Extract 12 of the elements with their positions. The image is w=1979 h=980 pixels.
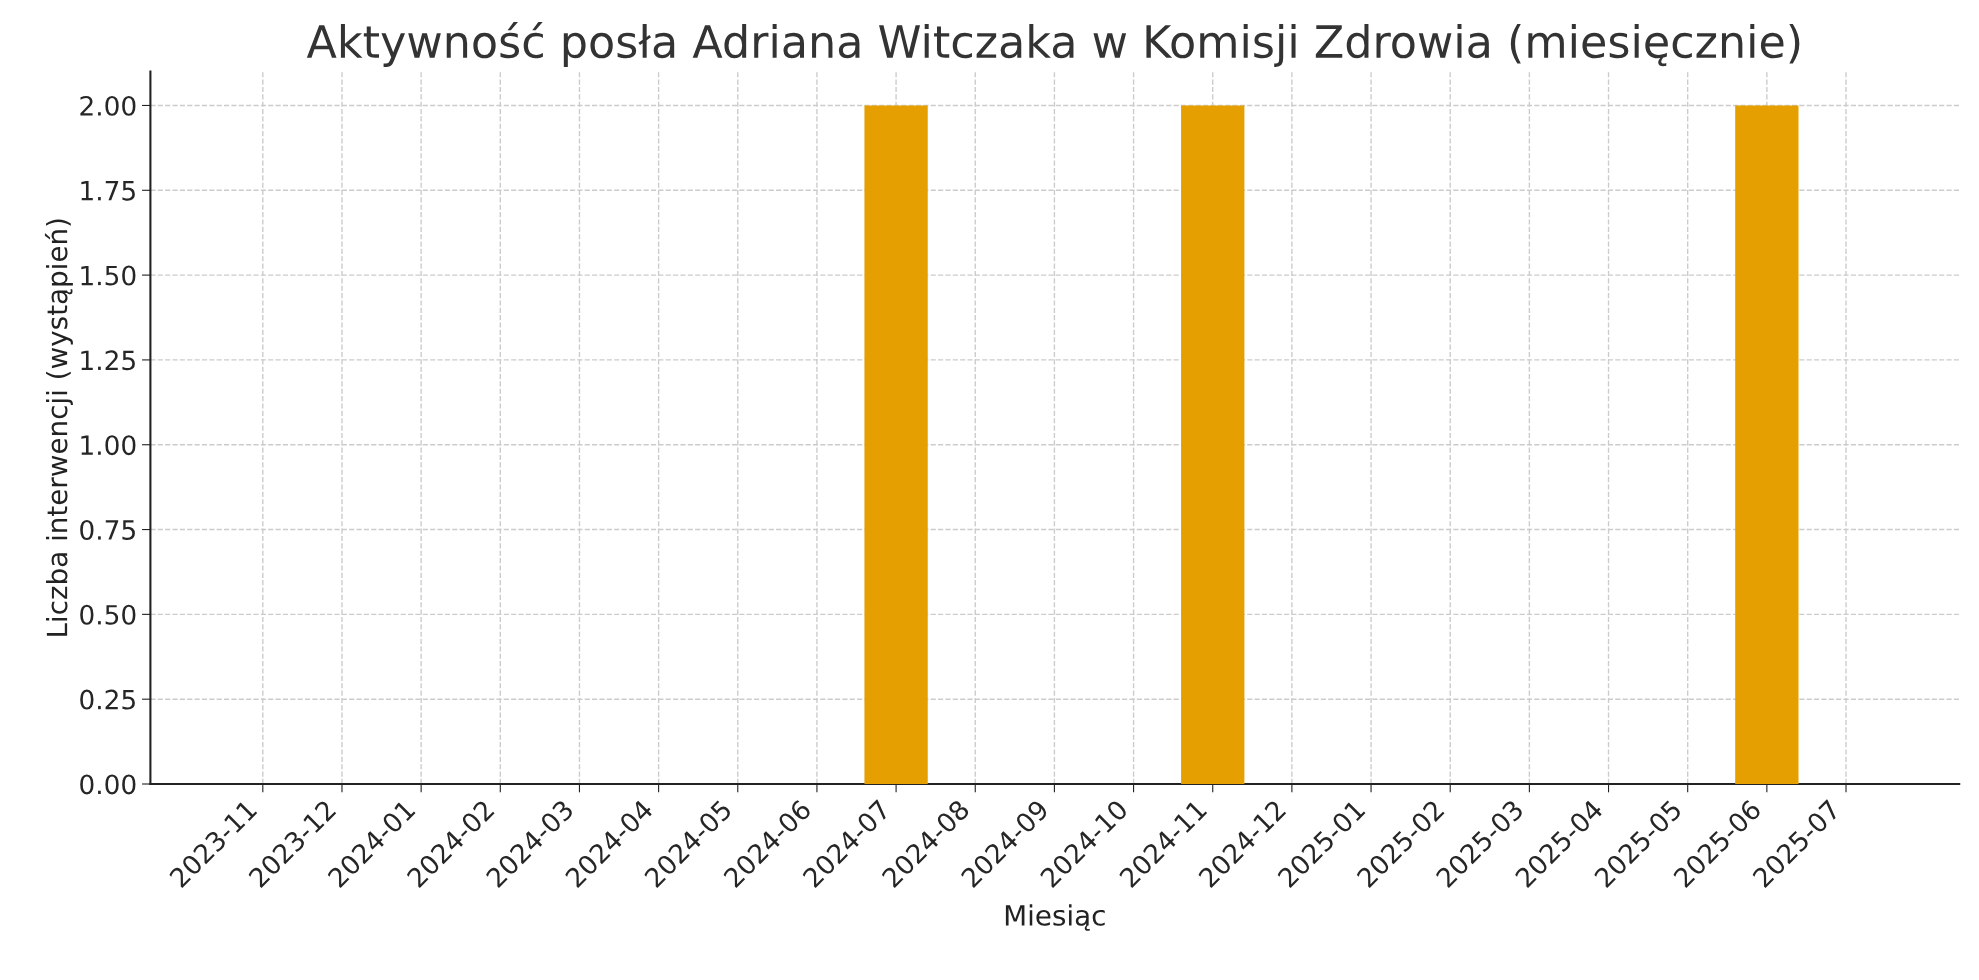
x-axis-title: Miesiąc bbox=[1005, 904, 1105, 931]
y-tick-label: 1.75 bbox=[81, 181, 135, 201]
y-tick-label: 0.00 bbox=[80, 774, 136, 795]
y-tick-label: 1.00 bbox=[81, 435, 136, 456]
y-tick-label: 0.25 bbox=[80, 689, 135, 710]
y-tick-label: 1.50 bbox=[81, 265, 136, 286]
y-tick-label: 0.75 bbox=[80, 519, 135, 540]
y-tick-label: 0.50 bbox=[80, 604, 136, 625]
y-tick-label: 2.00 bbox=[80, 95, 136, 116]
chart-title: Aktywność posła Adriana Witczaka w Komisji Zdrowia (miesięcznie) bbox=[306, 22, 1800, 67]
y-tick-label: 1.25 bbox=[81, 350, 135, 371]
y-axis-title: Liczba interwencji (wystąpień) bbox=[44, 219, 73, 636]
